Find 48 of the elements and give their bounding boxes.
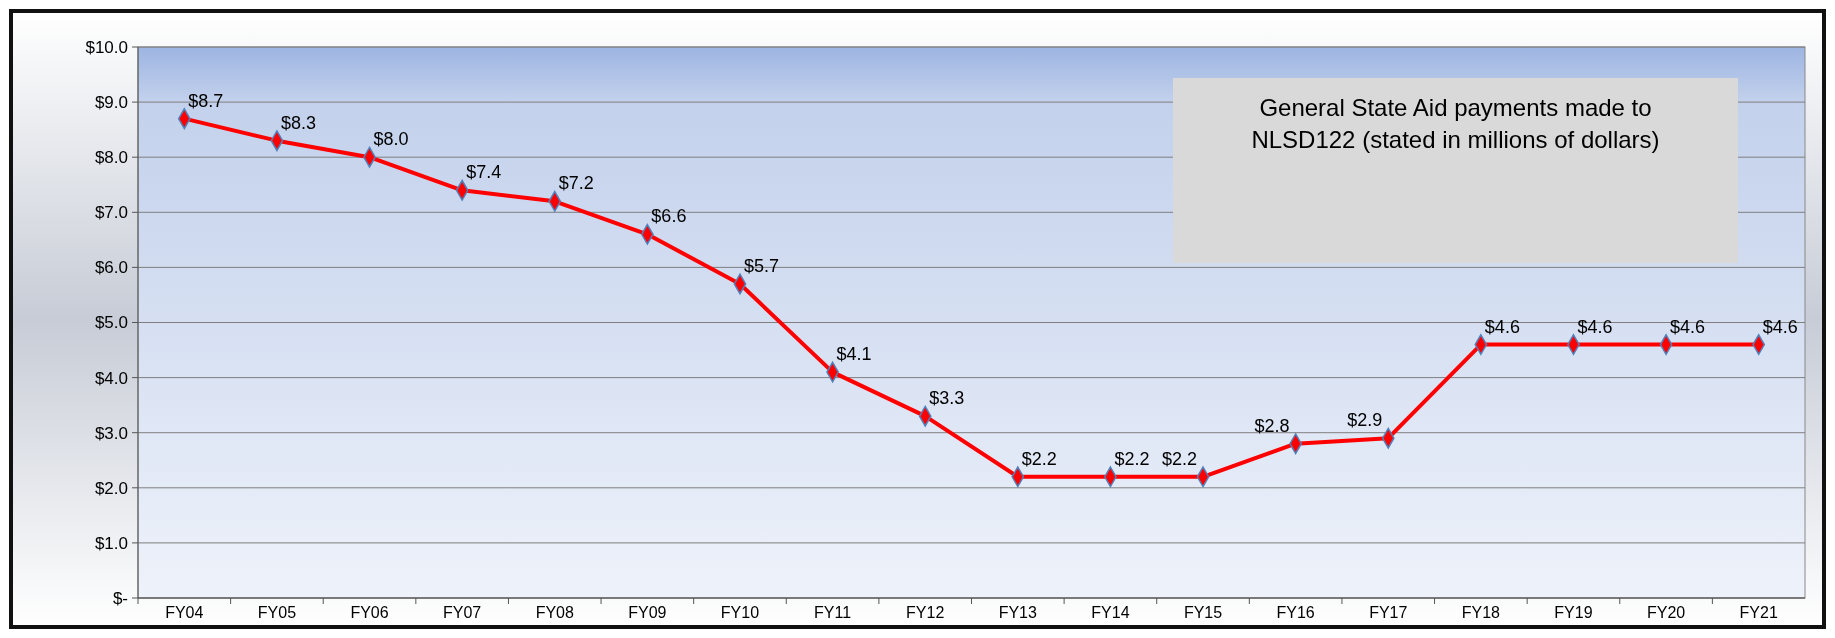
x-tick-label: FY07 [443, 604, 482, 621]
x-tick-label: FY18 [1461, 604, 1501, 621]
x-tick-label: FY04 [165, 604, 204, 621]
y-tick-label: $10.0 [85, 37, 128, 57]
y-tick-label: $5.0 [94, 313, 128, 333]
data-label: $7.4 [466, 162, 502, 183]
data-label: $2.9 [1347, 410, 1383, 431]
x-tick-label: FY13 [998, 604, 1038, 621]
data-label: $4.6 [1577, 316, 1613, 337]
x-tick-label: FY20 [1646, 604, 1686, 621]
data-label: $8.0 [373, 129, 409, 150]
y-tick-label: $3.0 [94, 423, 128, 443]
data-label: $8.3 [280, 112, 316, 133]
data-label: $2.2 [1114, 448, 1150, 469]
data-label: $5.7 [743, 255, 780, 276]
x-tick-label: FY16 [1276, 604, 1315, 621]
x-tick-label: FY12 [906, 604, 945, 621]
data-label: $4.6 [1762, 316, 1798, 337]
y-tick-label: $7.0 [94, 203, 128, 223]
data-label: $4.6 [1670, 316, 1706, 337]
data-label: $4.6 [1484, 316, 1520, 337]
y-tick-label: $2.0 [94, 478, 128, 498]
y-tick-label: $1.0 [94, 533, 128, 553]
x-tick-label: FY15 [1183, 604, 1223, 621]
x-tick-label: FY06 [350, 604, 389, 621]
text: General State Aid payments made to NLSD122 (stated in millions of dollars) [1251, 94, 1660, 153]
x-tick-label: FY09 [628, 604, 667, 621]
x-tick-label: FY14 [1091, 604, 1130, 621]
x-tick-label: FY17 [1369, 604, 1408, 621]
x-tick-label: FY10 [720, 604, 760, 621]
x-tick-label: FY21 [1739, 604, 1778, 621]
y-tick-label: $9.0 [94, 93, 128, 113]
data-label: $7.2 [558, 173, 594, 194]
data-label: $2.8 [1254, 415, 1290, 436]
data-label: $2.2 [1161, 448, 1198, 469]
data-label: $4.1 [836, 344, 872, 365]
data-label: $2.2 [1021, 448, 1057, 469]
x-tick-label: FY19 [1554, 604, 1593, 621]
data-label: $8.7 [188, 90, 224, 111]
x-tick-label: FY08 [535, 604, 574, 621]
y-tick-label: $8.0 [94, 148, 128, 168]
y-tick-label: $4.0 [94, 368, 128, 388]
y-tick-label: $- [112, 588, 128, 608]
x-tick-label: FY11 [814, 604, 852, 621]
data-label: $6.6 [651, 206, 687, 227]
y-tick-label: $6.0 [94, 258, 128, 278]
data-label: $3.3 [929, 388, 965, 409]
x-tick-label: FY05 [257, 604, 297, 621]
